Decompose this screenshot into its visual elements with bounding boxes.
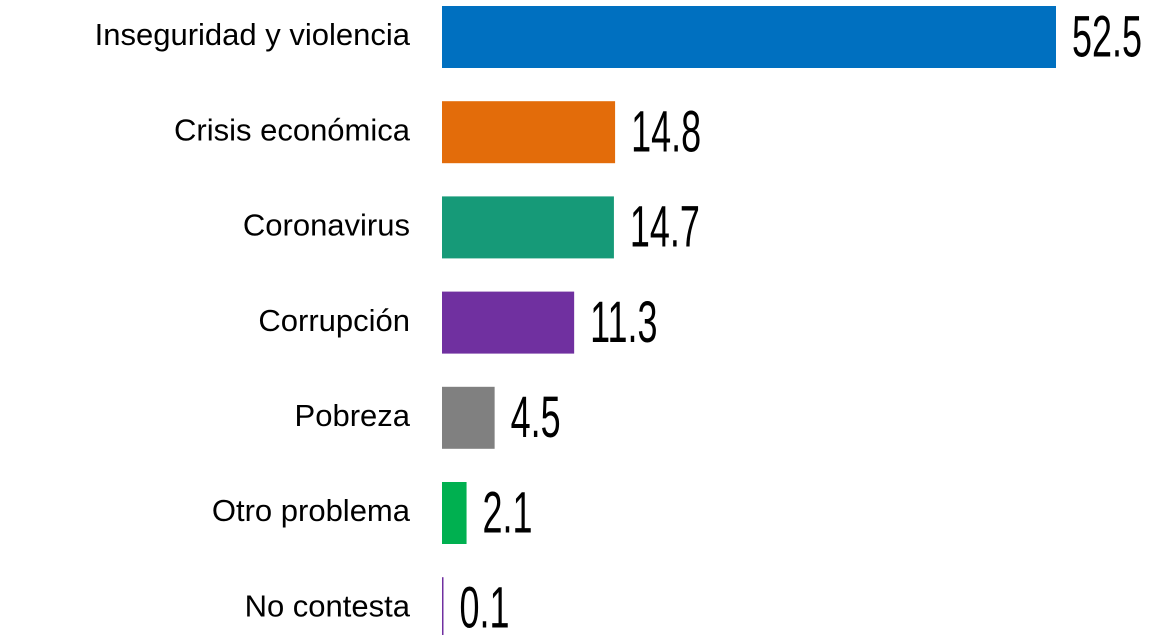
value-label: 4.5 <box>511 385 561 450</box>
value-label: 14.7 <box>630 195 700 260</box>
bar <box>442 291 575 354</box>
bar <box>442 386 495 449</box>
value-label: 2.1 <box>483 481 533 546</box>
category-label: No contesta <box>245 588 411 623</box>
bar <box>442 101 616 164</box>
bar <box>442 6 1056 68</box>
bar <box>442 577 444 635</box>
bar <box>442 482 467 544</box>
value-label: 52.5 <box>1072 5 1142 70</box>
value-label: 14.8 <box>631 100 701 165</box>
category-label: Crisis económica <box>174 112 411 147</box>
category-label: Inseguridad y violencia <box>95 17 411 52</box>
value-label: 11.3 <box>590 290 657 355</box>
value-label: 0.1 <box>460 576 510 635</box>
category-label: Pobreza <box>295 398 411 433</box>
bar <box>442 196 614 259</box>
category-label: Corrupción <box>258 303 410 338</box>
category-label: Coronavirus <box>243 208 410 243</box>
category-label: Otro problema <box>212 493 411 528</box>
